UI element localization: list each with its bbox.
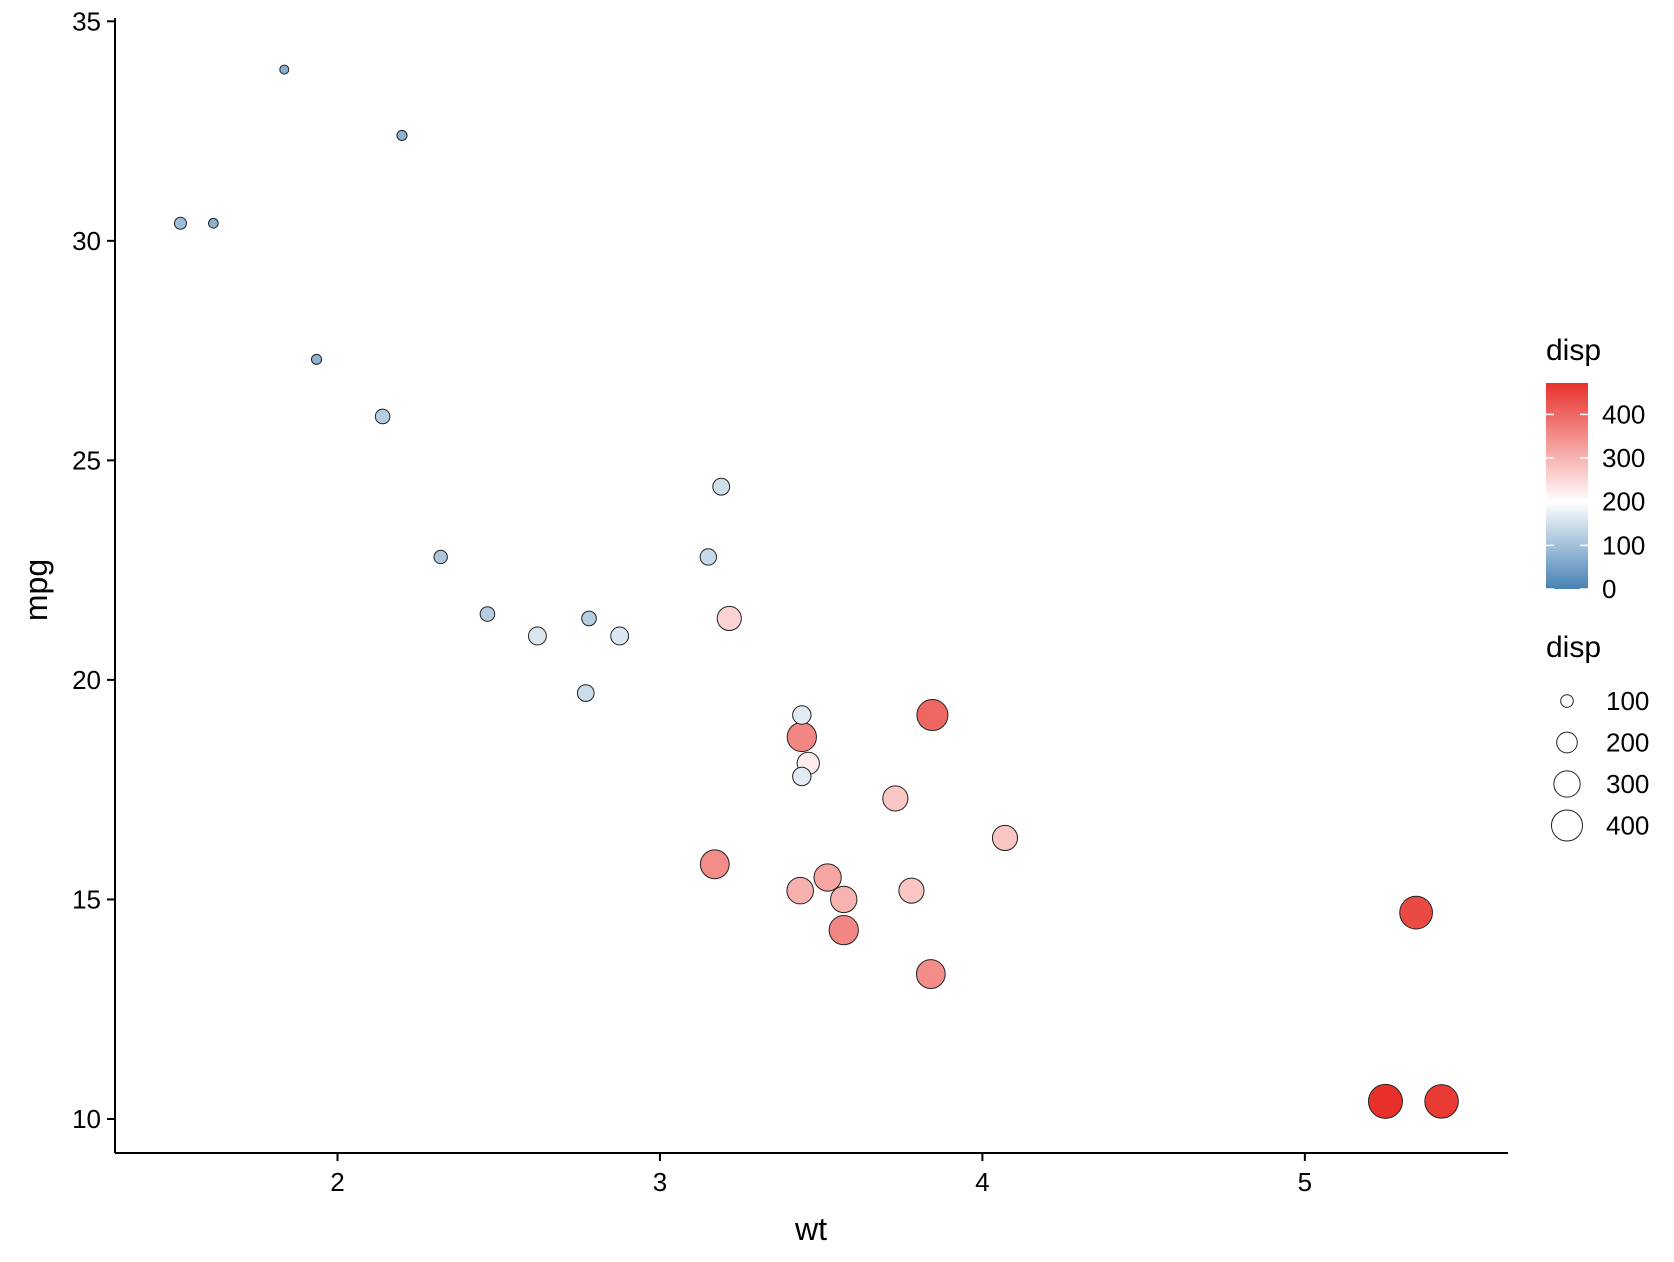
x-tick-label: 5 bbox=[1298, 1167, 1312, 1197]
y-tick-label: 35 bbox=[72, 6, 101, 36]
data-point bbox=[699, 548, 717, 566]
data-point bbox=[279, 64, 290, 75]
y-tick-label: 15 bbox=[72, 884, 101, 914]
size-legend-label: 300 bbox=[1606, 769, 1649, 799]
data-point bbox=[610, 626, 630, 646]
x-axis-ticks: 2 3 4 5 bbox=[330, 1153, 1312, 1197]
y-tick-label: 10 bbox=[72, 1104, 101, 1134]
size-legend-items: 100 200 300 400 bbox=[1550, 686, 1649, 842]
data-point bbox=[1424, 1084, 1459, 1119]
data-point bbox=[699, 849, 730, 880]
data-point bbox=[828, 915, 859, 946]
color-legend-title: disp bbox=[1546, 334, 1601, 367]
size-legend-key bbox=[1550, 809, 1584, 842]
size-legend-title: disp bbox=[1546, 631, 1601, 664]
data-point bbox=[786, 721, 817, 753]
size-legend-key bbox=[1553, 770, 1581, 798]
data-point bbox=[712, 477, 731, 496]
y-tick-label: 30 bbox=[72, 226, 101, 256]
color-legend-label: 300 bbox=[1602, 443, 1645, 473]
points-layer bbox=[173, 64, 1459, 1119]
data-point bbox=[916, 699, 949, 732]
data-point bbox=[173, 216, 187, 230]
x-tick-label: 4 bbox=[975, 1167, 989, 1197]
data-point bbox=[208, 217, 219, 229]
color-legend-label: 200 bbox=[1602, 487, 1645, 517]
data-point bbox=[882, 785, 909, 812]
data-point bbox=[813, 863, 842, 892]
size-legend-label: 400 bbox=[1606, 811, 1649, 841]
data-point bbox=[310, 353, 323, 365]
size-legend: disp 100 200 300 400 bbox=[1546, 631, 1649, 842]
data-point bbox=[991, 824, 1019, 852]
data-point bbox=[576, 684, 595, 702]
y-tick-label: 20 bbox=[72, 665, 101, 695]
x-tick-label: 3 bbox=[653, 1167, 667, 1197]
color-legend-label: 400 bbox=[1602, 399, 1645, 429]
x-tick-label: 2 bbox=[330, 1167, 344, 1197]
data-point bbox=[374, 408, 391, 425]
data-point bbox=[792, 766, 812, 787]
data-point bbox=[479, 606, 496, 622]
size-legend-label: 200 bbox=[1606, 728, 1649, 758]
color-legend-ticks: 0 100 200 300 400 bbox=[1546, 399, 1645, 604]
data-point bbox=[1399, 895, 1433, 930]
data-point bbox=[792, 705, 812, 725]
y-axis-title: mpg bbox=[18, 559, 54, 621]
data-point bbox=[898, 877, 925, 904]
data-point bbox=[527, 626, 547, 646]
data-point bbox=[433, 549, 448, 565]
color-legend-label: 0 bbox=[1602, 574, 1616, 604]
size-legend-label: 100 bbox=[1606, 686, 1649, 716]
data-point bbox=[716, 605, 742, 631]
size-legend-key bbox=[1560, 694, 1574, 708]
data-point bbox=[396, 129, 408, 141]
colorbar bbox=[1546, 383, 1588, 589]
data-point bbox=[830, 885, 858, 914]
data-point bbox=[1367, 1083, 1403, 1119]
y-tick-label: 25 bbox=[72, 445, 101, 475]
data-point bbox=[915, 959, 946, 989]
color-legend-label: 100 bbox=[1602, 530, 1645, 560]
data-point bbox=[786, 876, 814, 905]
size-legend-key bbox=[1556, 731, 1578, 754]
x-axis-title: wt bbox=[794, 1211, 827, 1247]
color-legend: disp 0 100 200 300 400 bbox=[1546, 334, 1645, 604]
data-point bbox=[581, 610, 597, 627]
y-axis-ticks: 10 15 20 25 30 35 bbox=[72, 6, 115, 1134]
